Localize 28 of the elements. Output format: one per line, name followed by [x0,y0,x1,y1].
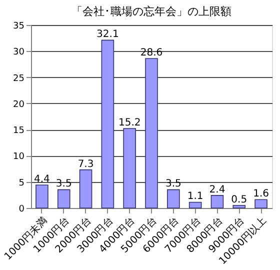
bar [79,169,92,208]
y-tick-label: 5 [18,178,24,188]
bar [232,204,246,208]
bar [167,189,180,208]
y-tick-label: 30 [13,48,25,58]
y-tick-label: 35 [13,22,24,32]
bar [36,184,48,208]
y-tick-label: 0 [18,204,25,214]
data-label: 32.1 [96,29,119,40]
data-label: 1.1 [187,191,204,202]
y-tick-label: 10 [13,152,25,162]
bar [145,58,158,208]
data-label: 0.5 [231,194,248,206]
y-tick-label: 25 [13,74,24,84]
bar [188,202,202,208]
bar [57,189,70,208]
data-label: 15.2 [118,118,141,129]
data-label: 1.6 [253,188,269,200]
data-label: 2.4 [209,184,226,196]
bar [101,40,114,208]
bar [210,195,224,208]
y-tick-label: 15 [13,126,24,136]
bar [123,128,136,208]
data-label: 7.3 [78,158,94,170]
chart-title: 「会社･職場の忘年会」の上限額 [72,5,232,18]
data-label: 4.4 [34,174,50,185]
y-tick-label: 20 [13,100,25,110]
bar [254,199,268,208]
